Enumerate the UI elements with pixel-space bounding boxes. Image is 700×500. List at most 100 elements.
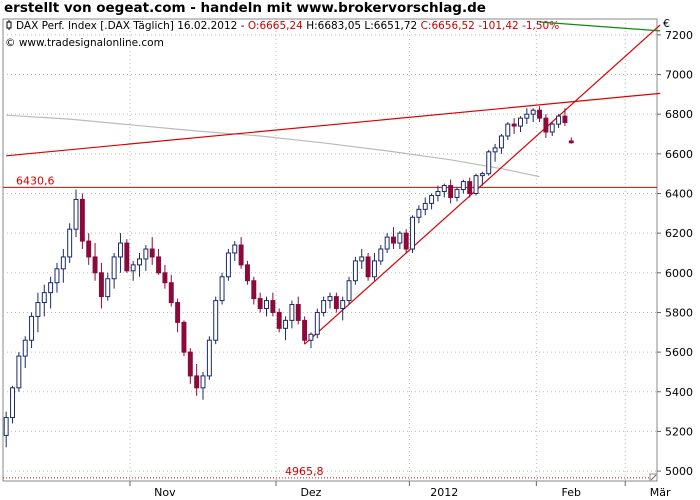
x-tick-label: 2012 [430,486,458,499]
candle-body [10,387,15,419]
candle-icon [6,20,12,30]
candle-body [16,355,22,389]
candle-body [283,319,289,329]
candle-body [206,339,212,377]
candle-body [54,268,60,284]
candle-body [403,232,409,250]
candle-body [60,256,66,270]
candle-body [543,117,549,133]
candle-body [562,115,568,124]
trend-line [6,92,661,157]
candle-body [175,302,181,323]
candle-body [187,351,193,377]
candle-body [92,256,98,274]
resize-handle-icon[interactable] [649,473,658,482]
title-close: C:6656,52 -101,42 -1,50% [417,20,559,32]
horizontal-lines: 6430,6 4965,8 [3,174,657,479]
candle-body [29,315,35,341]
candle-body [422,202,428,210]
candle-body [98,272,104,298]
candle-body [416,208,422,218]
candle-body [498,135,504,149]
candle-body [162,272,168,284]
title-open: O:6665,24 [248,20,303,32]
candlestick-series [3,106,574,448]
candle-body [270,300,276,313]
y-tick-label: 5400 [665,386,693,399]
candle-body [194,375,200,389]
candle-body [22,339,28,357]
candle-body [530,109,536,115]
candle-body [86,240,92,258]
x-tick-label: Feb [562,486,581,499]
candle-body [289,304,295,321]
candle-body [518,117,523,127]
candle-body [67,228,73,258]
candle-body [346,280,352,302]
candle-body [79,198,85,242]
candle-body [314,311,320,335]
candle-body [511,123,517,127]
moving-average-path [6,114,540,178]
plot-frame [2,18,658,482]
candle-body [492,147,498,153]
candle-body [549,123,555,133]
candle-body [441,185,447,193]
grid-lines [3,19,657,481]
currency-symbol: € [663,17,670,30]
candle-body [130,264,136,272]
copyright-text: © www.tradesignalonline.com [5,37,164,49]
candle-body [359,256,365,262]
y-tick-label: 5800 [665,306,693,319]
candle-body [454,189,460,198]
y-tick-label: 5200 [665,425,693,438]
candle-body [473,175,479,194]
x-axis: Nov Dez 2012 Feb Mär [129,481,671,499]
candle-body [352,260,358,282]
candle-body [479,173,485,177]
candle-body [327,296,333,302]
moving-average-line [6,114,540,178]
y-tick-label: 7000 [665,69,693,82]
candle-body [524,113,530,119]
trend-line [539,21,661,32]
candle-body [3,417,9,436]
candle-body [244,264,250,282]
candle-body [556,115,562,125]
candle-body [308,333,314,341]
candle-body [149,248,155,258]
y-tick-label: 6600 [665,148,693,161]
y-axis: 5000 5200 5400 5600 5800 6000 6200 6400 6600 6800… [657,29,693,478]
candle-body [340,300,346,309]
candle-body [213,300,219,341]
candle-body [537,109,543,119]
candle-body [35,302,41,317]
candle-body [371,260,377,278]
candle-body [568,140,574,144]
candle-body [397,232,403,244]
candle-body [168,282,174,304]
candle-body [251,280,257,300]
candle-body [225,252,231,278]
x-tick-label: Dez [300,486,321,499]
title-low: L:6651,72 [361,20,417,32]
candle-body [378,248,384,262]
y-tick-label: 5000 [665,465,693,478]
candle-body [124,242,130,272]
candle-body [200,375,206,389]
candle-body [302,319,308,341]
candle-body [391,236,396,244]
candle-body [41,292,47,304]
y-tick-label: 6800 [665,108,693,121]
candle-body [467,181,473,194]
candle-body [333,296,339,309]
candle-body [111,256,117,280]
candle-body [73,198,79,230]
y-tick-label: 5600 [665,346,693,359]
candle-body [365,256,371,278]
y-tick-label: 6000 [665,267,693,280]
candle-body [435,191,441,196]
candle-body [410,216,416,250]
candle-body [486,151,492,175]
